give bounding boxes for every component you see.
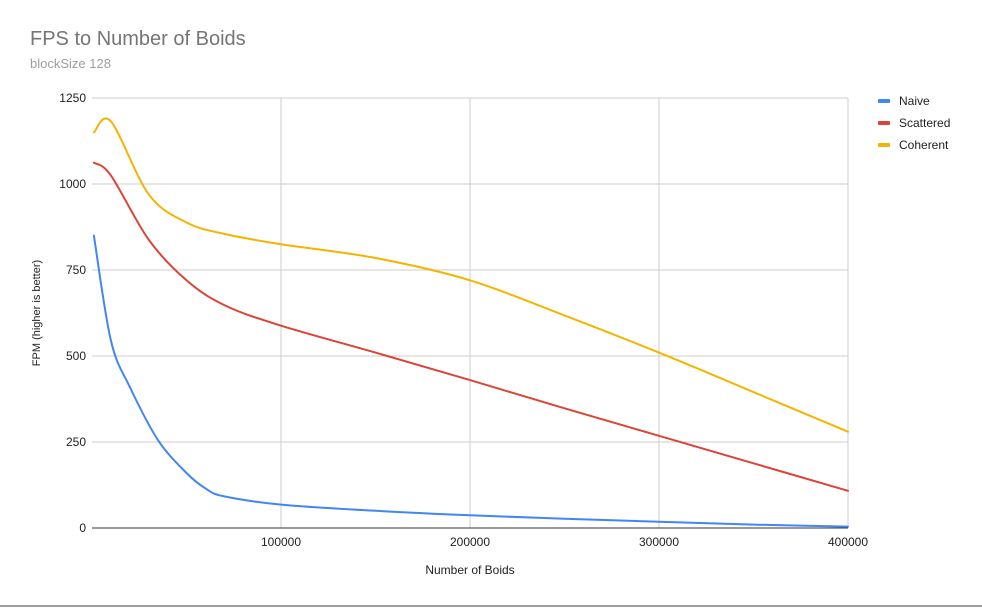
legend-swatch <box>878 99 890 103</box>
legend-item-naive: Naive <box>878 90 950 112</box>
chart-legend: Naive Scattered Coherent <box>878 90 950 156</box>
y-tick-label: 1000 <box>59 177 86 191</box>
series-line-naive <box>92 234 849 528</box>
x-tick-label: 400000 <box>828 535 868 549</box>
x-tick-label: 300000 <box>639 535 679 549</box>
bottom-divider <box>0 605 982 607</box>
legend-label: Coherent <box>899 138 949 152</box>
legend-item-scattered: Scattered <box>878 112 950 134</box>
x-tick-label: 100000 <box>261 535 301 549</box>
chart-title: FPS to Number of Boids <box>30 28 246 50</box>
y-tick-label: 500 <box>66 349 86 363</box>
x-tick-label: 200000 <box>450 535 490 549</box>
series-line-coherent <box>92 117 849 433</box>
y-axis-title: FPM (higher is better) <box>31 260 43 366</box>
legend-label: Scattered <box>899 116 951 130</box>
y-tick-label: 0 <box>79 521 86 535</box>
legend-swatch <box>878 121 890 125</box>
series-line-scattered <box>92 161 849 492</box>
x-axis-title: Number of Boids <box>425 563 514 577</box>
y-tick-label: 1250 <box>59 91 86 105</box>
legend-item-coherent: Coherent <box>878 134 950 156</box>
chart-subtitle: blockSize 128 <box>30 56 111 71</box>
legend-swatch <box>878 143 890 147</box>
y-tick-label: 750 <box>66 263 86 277</box>
legend-label: Naive <box>899 94 930 108</box>
y-tick-label: 250 <box>66 435 86 449</box>
